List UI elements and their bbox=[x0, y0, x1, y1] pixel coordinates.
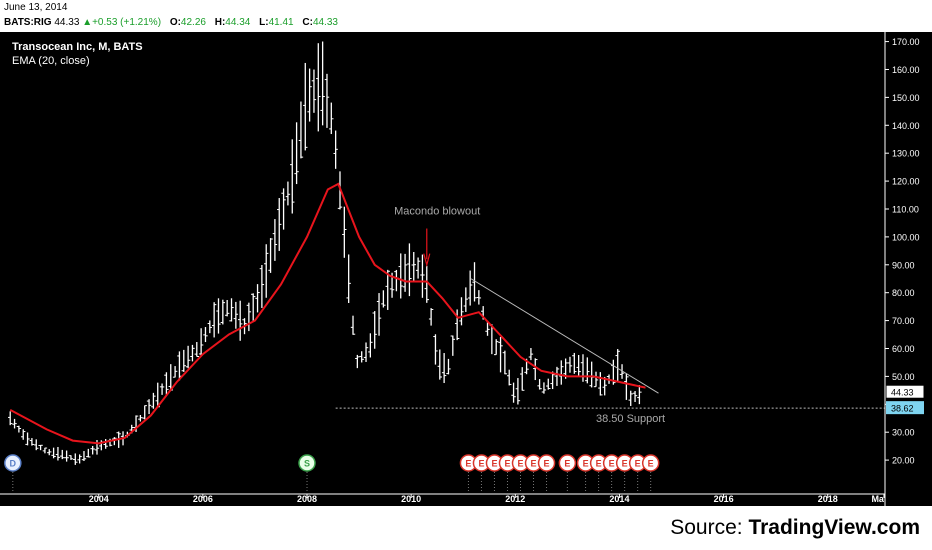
event-marker-letter: S bbox=[304, 459, 310, 469]
support-price-tag bbox=[886, 401, 924, 415]
y-tick-label: 110.00 bbox=[892, 204, 919, 214]
event-marker-s bbox=[298, 454, 316, 472]
event-marker-e bbox=[641, 454, 660, 472]
source-credit: Source: TradingView.com bbox=[670, 516, 920, 540]
y-axis[interactable]: 20.0030.0040.0050.0060.0070.0080.0090.00… bbox=[884, 32, 925, 506]
indicator-label: EMA (20, close) bbox=[12, 55, 90, 67]
macondo-label: Macondo blowout bbox=[394, 206, 480, 218]
change: +0.53 (+1.21%) bbox=[92, 17, 162, 28]
source-brand: TradingView.com bbox=[748, 516, 920, 539]
up-arrow-icon: ▲ bbox=[82, 17, 93, 28]
annotations: Macondo blowout 38.50 Support bbox=[394, 206, 665, 426]
footer: Source: TradingView.com bbox=[0, 506, 932, 550]
y-tick-label: 170.00 bbox=[892, 37, 920, 47]
event-marker-letter: E bbox=[544, 459, 550, 469]
low-label: L: bbox=[259, 17, 269, 28]
event-marker-e bbox=[537, 454, 556, 472]
y-tick-label: 80.00 bbox=[892, 288, 915, 298]
event-marker-letter: E bbox=[622, 459, 628, 469]
x-tick-label: 2008 bbox=[297, 494, 317, 504]
event-marker-letter: E bbox=[564, 459, 570, 469]
support-price-tag-text: 38.62 bbox=[891, 404, 914, 414]
y-tick-label: 30.00 bbox=[892, 428, 915, 438]
event-marker-letter: E bbox=[504, 459, 510, 469]
source-prefix: Source: bbox=[670, 516, 749, 539]
quote-line: BATS:RIG 44.33 ▲+0.53 (+1.21%) O:42.26 H… bbox=[4, 17, 338, 28]
y-tick-label: 20.00 bbox=[892, 456, 915, 466]
macondo-arrow-icon bbox=[423, 253, 431, 268]
open-label: O: bbox=[169, 17, 181, 28]
last-price: 44.33 bbox=[54, 17, 80, 28]
high-label: H: bbox=[214, 17, 226, 28]
event-marker-letter: E bbox=[635, 459, 641, 469]
x-tick-label: 2016 bbox=[714, 494, 734, 504]
x-tick-label: 2006 bbox=[193, 494, 213, 504]
event-marker-letter: E bbox=[465, 459, 471, 469]
ema-line bbox=[9, 182, 646, 445]
event-marker-letter: E bbox=[609, 459, 615, 469]
event-marker-e bbox=[558, 454, 577, 472]
event-marker-letter: E bbox=[531, 459, 537, 469]
y-tick-label: 150.00 bbox=[892, 93, 920, 103]
symbol[interactable]: BATS:RIG bbox=[4, 17, 52, 28]
y-tick-label: 70.00 bbox=[892, 316, 915, 326]
y-tick-label: 140.00 bbox=[892, 121, 920, 131]
chart-area[interactable]: 20.0030.0040.0050.0060.0070.0080.0090.00… bbox=[0, 32, 932, 506]
event-marker-d bbox=[4, 454, 22, 472]
resistance-trendline bbox=[470, 278, 659, 394]
x-tick-label: 2012 bbox=[505, 494, 525, 504]
ohlc-bars bbox=[8, 41, 642, 465]
open-value: 42.26 bbox=[180, 17, 206, 28]
high-value: 44.34 bbox=[225, 17, 251, 28]
x-tick-label: 2010 bbox=[401, 494, 421, 504]
event-marker-letter: E bbox=[596, 459, 602, 469]
event-marker-letter: E bbox=[517, 459, 523, 469]
close-label: C: bbox=[302, 17, 313, 28]
event-marker-letter: D bbox=[10, 459, 17, 469]
y-tick-label: 50.00 bbox=[892, 372, 915, 382]
x-tick-label: 2004 bbox=[89, 494, 109, 504]
y-tick-label: 120.00 bbox=[892, 177, 920, 187]
last-price-tag bbox=[885, 384, 925, 399]
y-tick-label: 100.00 bbox=[892, 232, 920, 242]
y-tick-label: 130.00 bbox=[892, 149, 920, 159]
price-chart[interactable]: 20.0030.0040.0050.0060.0070.0080.0090.00… bbox=[0, 32, 932, 506]
close-value: 44.33 bbox=[312, 17, 338, 28]
x-tick-label: 2014 bbox=[609, 494, 629, 504]
last-price-tag-text: 44.33 bbox=[891, 388, 914, 398]
quote-date: June 13, 2014 bbox=[4, 2, 68, 13]
event-marker-letter: E bbox=[478, 459, 484, 469]
chart-title: Transocean Inc, M, BATS bbox=[12, 41, 143, 53]
x-axis[interactable]: 2004 2006 2008 2010 2012 2014 2016 2018 Ma bbox=[0, 493, 885, 504]
event-marker-letter: E bbox=[648, 459, 654, 469]
quote-header: June 13, 2014 BATS:RIG 44.33 ▲+0.53 (+1.… bbox=[0, 0, 932, 32]
support-label: 38.50 Support bbox=[596, 413, 665, 425]
event-marker-letter: E bbox=[583, 459, 589, 469]
y-tick-label: 60.00 bbox=[892, 344, 915, 354]
low-value: 41.41 bbox=[268, 17, 294, 28]
x-tick-label: 2018 bbox=[818, 494, 838, 504]
y-tick-label: 90.00 bbox=[892, 260, 915, 270]
y-tick-label: 160.00 bbox=[892, 65, 920, 75]
event-marker-letter: E bbox=[491, 459, 497, 469]
x-tick-label: Ma bbox=[871, 494, 884, 504]
